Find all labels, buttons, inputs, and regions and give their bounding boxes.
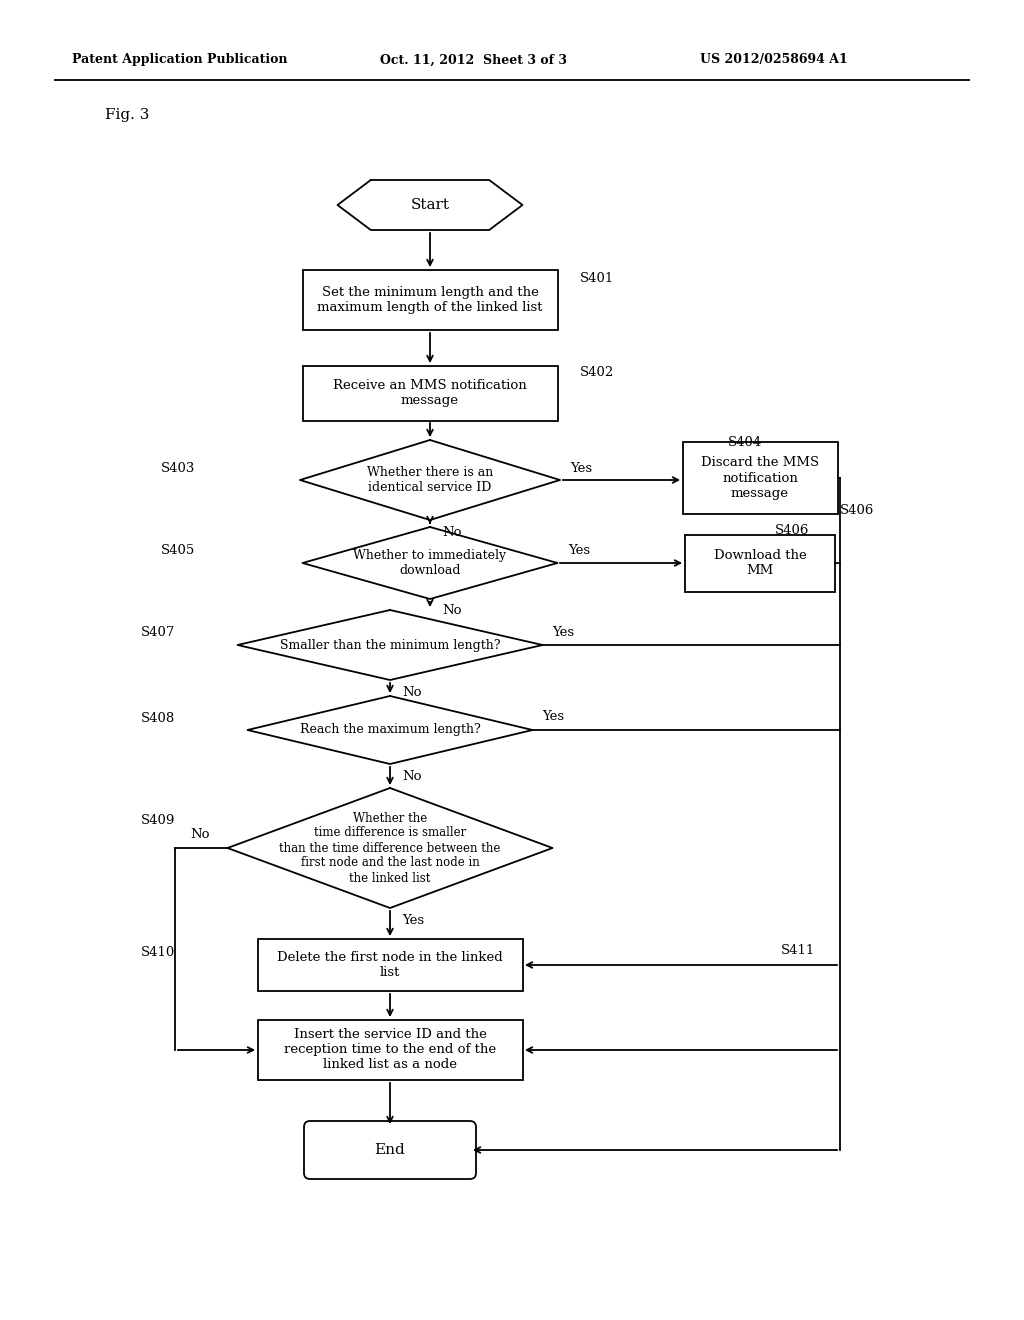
Bar: [302, 271, 557, 330]
Text: Delete the first node in the linked
list: Delete the first node in the linked list: [278, 950, 503, 979]
Text: Yes: Yes: [402, 915, 424, 928]
Text: S404: S404: [728, 437, 762, 450]
Text: Whether there is an
identical service ID: Whether there is an identical service ID: [367, 466, 494, 494]
Text: No: No: [402, 685, 422, 698]
Text: US 2012/0258694 A1: US 2012/0258694 A1: [700, 54, 848, 66]
Text: Download the
MM: Download the MM: [714, 549, 806, 577]
Text: S408: S408: [140, 711, 175, 725]
Text: Yes: Yes: [552, 626, 574, 639]
Bar: [302, 366, 557, 421]
Text: Fig. 3: Fig. 3: [105, 108, 150, 121]
Bar: [257, 939, 522, 991]
Text: S411: S411: [780, 945, 815, 957]
Text: End: End: [375, 1143, 406, 1158]
Text: No: No: [442, 525, 462, 539]
FancyBboxPatch shape: [304, 1121, 476, 1179]
Text: S406: S406: [775, 524, 809, 536]
Text: Yes: Yes: [542, 710, 564, 723]
Bar: [685, 535, 835, 591]
Text: Set the minimum length and the
maximum length of the linked list: Set the minimum length and the maximum l…: [317, 286, 543, 314]
Text: Smaller than the minimum length?: Smaller than the minimum length?: [280, 639, 501, 652]
Text: S401: S401: [580, 272, 614, 285]
Text: Whether the
time difference is smaller
than the time difference between the
firs: Whether the time difference is smaller t…: [280, 812, 501, 884]
Bar: [683, 442, 838, 513]
Text: Reach the maximum length?: Reach the maximum length?: [300, 723, 480, 737]
Text: Patent Application Publication: Patent Application Publication: [72, 54, 288, 66]
Text: S406: S406: [840, 503, 874, 516]
Text: Oct. 11, 2012  Sheet 3 of 3: Oct. 11, 2012 Sheet 3 of 3: [380, 54, 567, 66]
Text: S410: S410: [140, 946, 175, 960]
Text: No: No: [442, 605, 462, 618]
Text: Discard the MMS
notification
message: Discard the MMS notification message: [701, 457, 819, 499]
Text: No: No: [402, 771, 422, 784]
Text: Receive an MMS notification
message: Receive an MMS notification message: [333, 379, 527, 407]
Text: Whether to immediately
download: Whether to immediately download: [353, 549, 507, 577]
Text: S409: S409: [140, 813, 175, 826]
Text: S402: S402: [580, 366, 614, 379]
Text: S405: S405: [161, 544, 195, 557]
Text: Yes: Yes: [570, 462, 592, 474]
Text: S403: S403: [161, 462, 195, 474]
Text: S407: S407: [140, 627, 175, 639]
Text: Yes: Yes: [568, 544, 590, 557]
Text: No: No: [190, 828, 210, 841]
Text: Start: Start: [411, 198, 450, 213]
Bar: [257, 1020, 522, 1080]
Text: Insert the service ID and the
reception time to the end of the
linked list as a : Insert the service ID and the reception …: [284, 1028, 496, 1072]
